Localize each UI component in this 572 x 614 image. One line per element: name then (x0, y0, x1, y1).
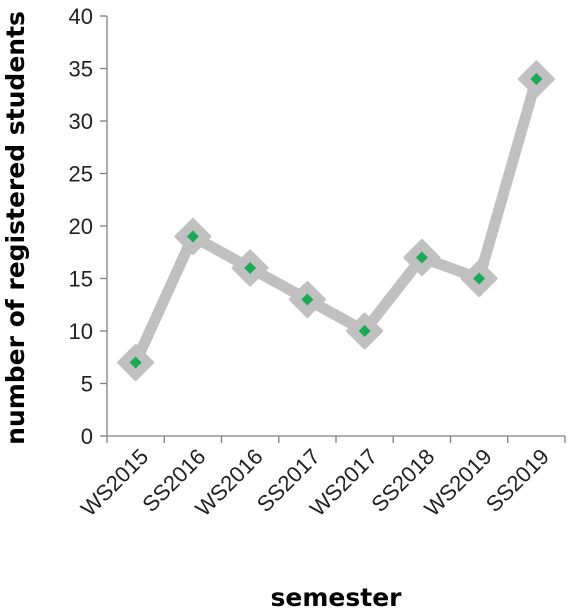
y-tick-label: 0 (81, 424, 93, 449)
y-tick-label: 35 (69, 57, 93, 82)
y-tick-label: 30 (69, 109, 93, 134)
y-tick-label: 10 (69, 319, 93, 344)
x-tick-label: SS2019 (481, 444, 554, 517)
y-tick-label: 25 (69, 162, 93, 187)
data-point-marker (129, 356, 142, 369)
data-point-marker (301, 293, 314, 306)
y-tick-label: 20 (69, 214, 93, 239)
series-group (117, 60, 555, 381)
data-point (174, 218, 212, 255)
y-tick-labels: 0 5 10 15 20 25 30 35 40 (69, 4, 93, 449)
y-tick-label: 40 (69, 4, 93, 29)
data-point (288, 281, 326, 318)
data-point (231, 249, 269, 287)
x-axis-title: semester (271, 583, 403, 612)
data-point (460, 260, 498, 297)
chart-axes (100, 15, 566, 443)
x-tick-labels: WS2015SS2016WS2016SS2017WS2017SS2018WS20… (76, 444, 554, 521)
data-point-marker (473, 272, 486, 285)
data-point-marker (530, 73, 543, 85)
data-point (517, 60, 555, 98)
data-point (117, 344, 155, 381)
y-tick-label: 15 (69, 267, 93, 292)
data-point-marker (358, 325, 371, 337)
data-point (346, 312, 384, 350)
data-point-marker (186, 230, 199, 243)
y-axis-title: number of registered students (1, 11, 30, 445)
data-point-marker (415, 251, 428, 264)
x-tick-label: WS2015 (76, 444, 153, 521)
data-point-marker (244, 262, 257, 274)
data-point (403, 239, 441, 276)
y-tick-label: 5 (81, 372, 93, 397)
